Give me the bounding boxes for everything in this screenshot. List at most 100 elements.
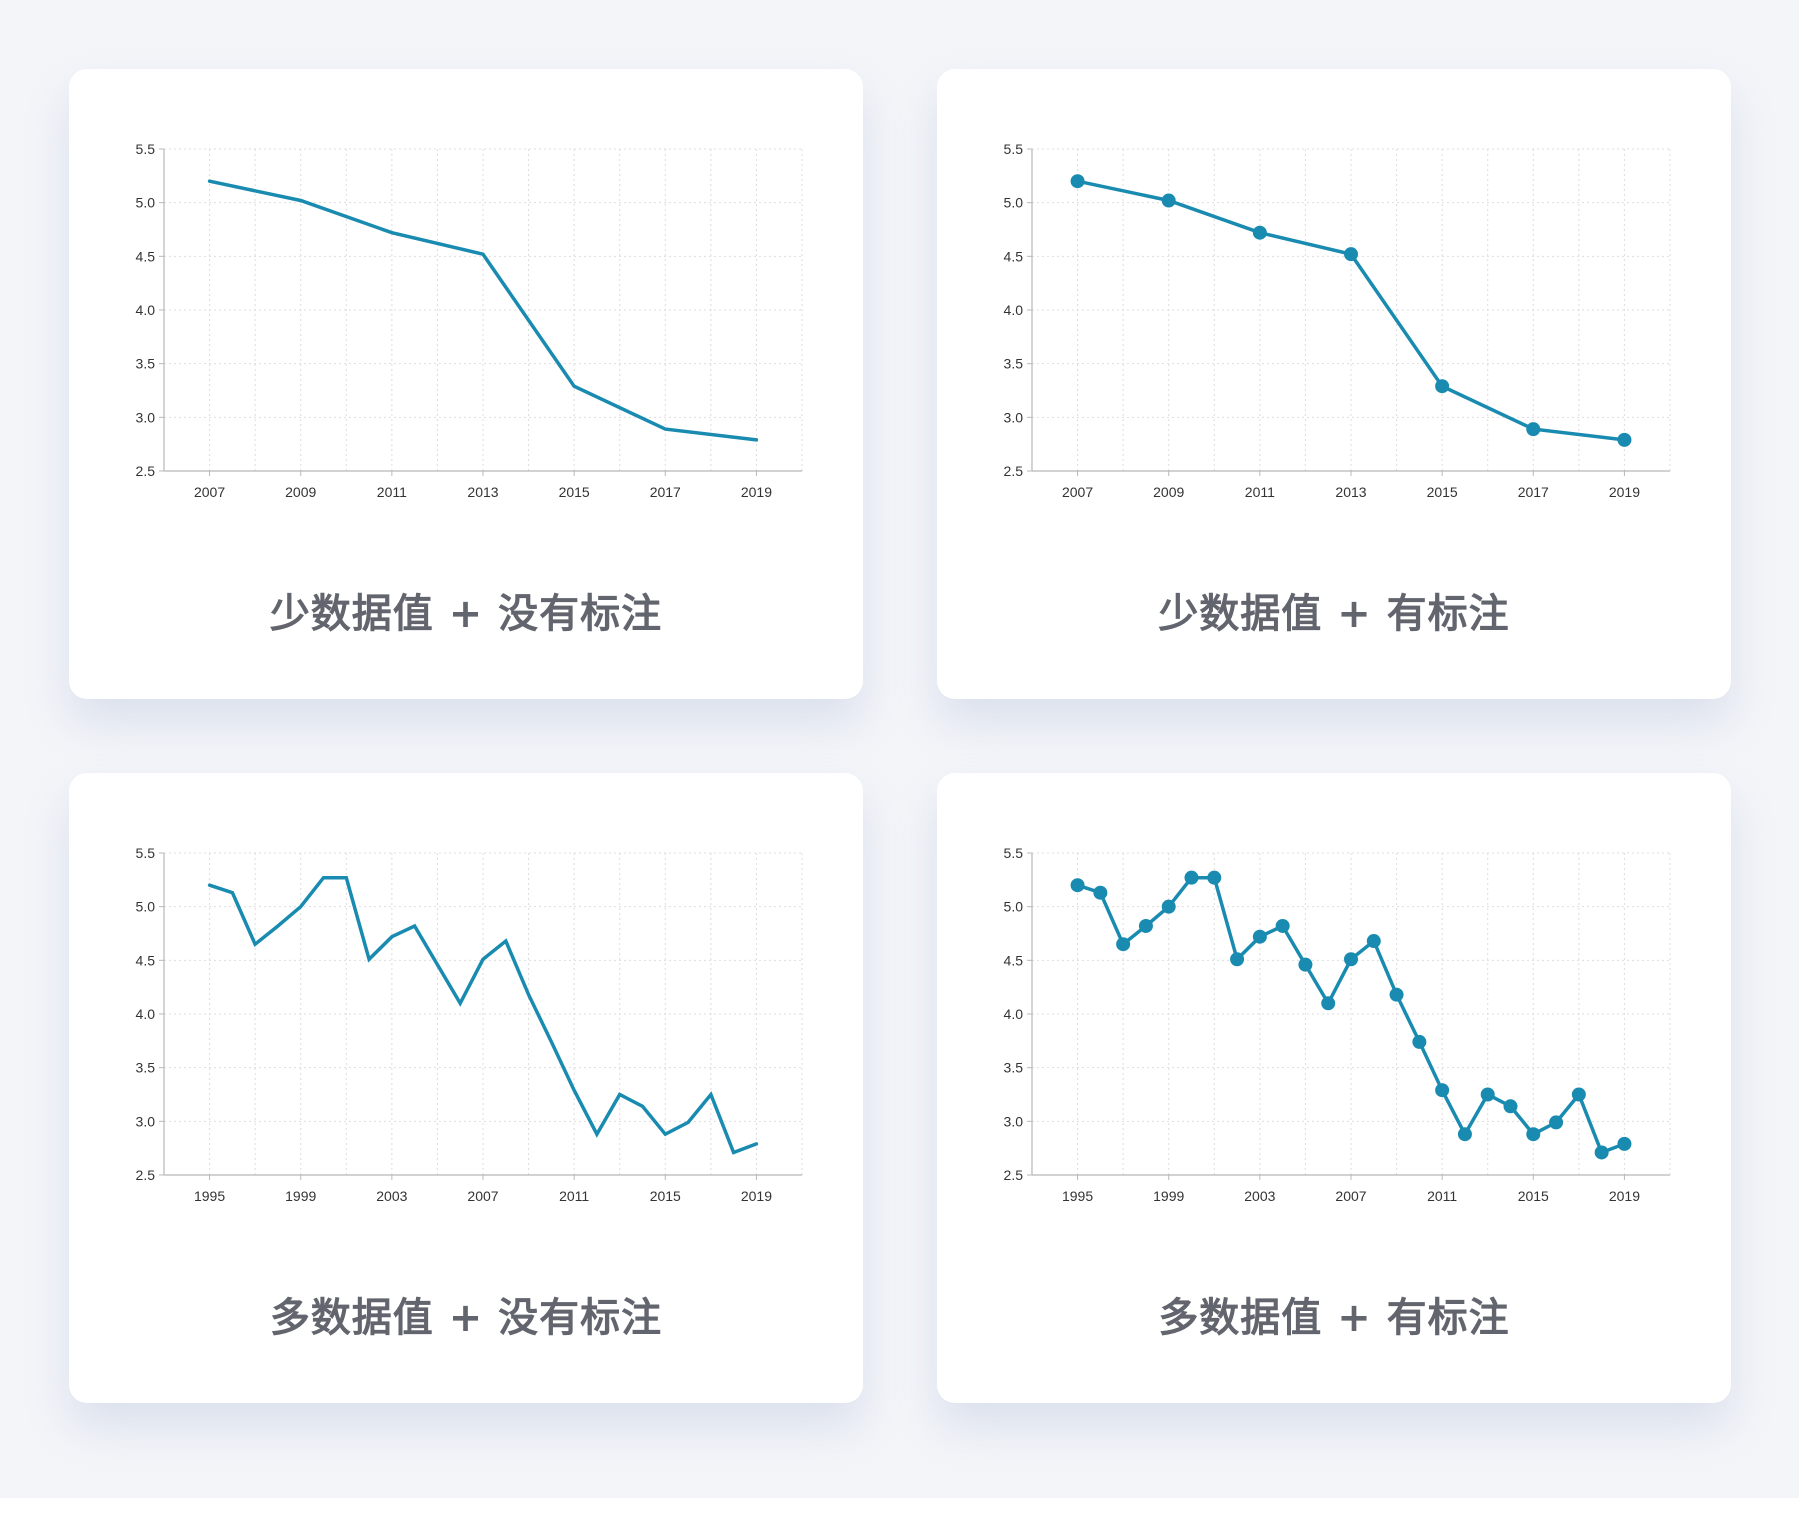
line-chart: 2.5 3.0 3.5 4.0 4.5 5.0 5.5 1995 1999 2003 2007 201… (136, 845, 803, 1204)
y-tick-label: 4.0 (1004, 302, 1024, 318)
y-tick-label: 2.5 (136, 1167, 156, 1183)
data-point-marker (1617, 432, 1632, 447)
y-tick-label: 3.0 (136, 409, 156, 425)
x-tick-label: 2011 (1245, 484, 1275, 500)
x-tick-label: 2015 (559, 484, 590, 500)
card-title: 多数据值 + 没有标注 (269, 1295, 663, 1341)
data-point-marker (1070, 174, 1085, 189)
data-point-marker (1549, 1115, 1564, 1130)
x-tick-label: 2017 (1518, 484, 1549, 500)
card-title: 少数据值 + 没有标注 (269, 591, 663, 637)
y-tick-label: 5.5 (1004, 845, 1024, 861)
y-tick-label: 5.0 (1004, 195, 1024, 211)
data-point-marker (1457, 1127, 1472, 1142)
data-point-marker (1344, 247, 1358, 262)
card-title: 多数据值 + 有标注 (1158, 1295, 1510, 1341)
y-tick-label: 3.0 (136, 1113, 156, 1129)
y-tick-label: 5.0 (136, 195, 156, 211)
x-tick-label: 2011 (377, 484, 407, 500)
chart-card-many-values-with-markers: 2.5 3.0 3.5 4.0 4.5 5.0 5.5 1995 1999 2003 2007 201… (937, 773, 1731, 1403)
x-tick-label: 1999 (285, 1188, 316, 1204)
x-tick-label: 2011 (1427, 1188, 1457, 1204)
y-tick-label: 5.5 (136, 141, 156, 157)
y-tick-label: 3.5 (136, 1060, 156, 1076)
data-point-marker (1571, 1087, 1586, 1102)
x-tick-label: 2019 (1609, 484, 1640, 500)
data-point-marker (1526, 422, 1541, 437)
y-tick-label: 3.5 (1004, 356, 1024, 372)
x-tick-label: 2013 (1335, 484, 1366, 500)
data-point-marker (1161, 193, 1176, 208)
x-tick-label: 1995 (194, 1188, 225, 1204)
y-tick-label: 3.0 (1004, 1113, 1024, 1129)
data-point-marker (1184, 870, 1199, 885)
x-tick-label: 2015 (1518, 1188, 1549, 1204)
x-tick-label: 2009 (285, 484, 316, 500)
x-tick-label: 2019 (741, 1188, 772, 1204)
y-tick-label: 3.0 (1004, 409, 1024, 425)
y-tick-label: 5.5 (136, 845, 156, 861)
y-tick-label: 3.5 (1004, 1060, 1024, 1076)
y-tick-label: 5.5 (1004, 141, 1024, 157)
data-point-marker (1138, 918, 1153, 933)
data-point-marker (1070, 878, 1085, 893)
x-tick-label: 2009 (1153, 484, 1184, 500)
x-tick-label: 1999 (1153, 1188, 1184, 1204)
x-tick-label: 1995 (1062, 1188, 1093, 1204)
y-tick-label: 4.5 (136, 248, 156, 264)
x-tick-label: 2007 (467, 1188, 498, 1204)
x-tick-label: 2013 (467, 484, 498, 500)
data-point-marker (1116, 937, 1131, 952)
data-point-marker (1321, 996, 1336, 1011)
data-point-marker (1389, 987, 1404, 1002)
card-title: 少数据值 + 有标注 (1158, 591, 1510, 637)
data-point-marker (1435, 1083, 1450, 1098)
x-tick-label: 2003 (376, 1188, 407, 1204)
data-point-marker (1093, 885, 1108, 900)
data-point-marker (1275, 918, 1290, 933)
line-chart: 2.5 3.0 3.5 4.0 4.5 5.0 5.5 2007 2009 2011 2013 201… (1004, 141, 1671, 500)
data-point-marker (1366, 934, 1381, 949)
y-tick-label: 4.0 (136, 302, 156, 318)
x-tick-label: 2017 (650, 484, 681, 500)
x-tick-label: 2007 (194, 484, 225, 500)
data-point-marker (1298, 957, 1313, 972)
data-point-marker (1503, 1099, 1518, 1114)
data-point-marker (1617, 1136, 1632, 1151)
data-point-marker (1344, 952, 1358, 967)
y-tick-label: 2.5 (1004, 1167, 1024, 1183)
x-tick-label: 2015 (650, 1188, 681, 1204)
y-tick-label: 5.0 (136, 899, 156, 915)
series-line (207, 875, 759, 1155)
data-point-marker (1161, 899, 1176, 914)
y-tick-label: 4.0 (1004, 1006, 1024, 1022)
y-tick-label: 3.5 (136, 356, 156, 372)
data-point-marker (1526, 1127, 1541, 1142)
chart-card-few-values-no-markers: 2.5 3.0 3.5 4.0 4.5 5.0 5.5 2007 2009 2011 2013 201… (69, 69, 863, 699)
chart-card-few-values-with-markers: 2.5 3.0 3.5 4.0 4.5 5.0 5.5 2007 2009 2011 2013 201… (937, 69, 1731, 699)
data-point-marker (1594, 1145, 1609, 1160)
y-tick-label: 4.5 (1004, 248, 1024, 264)
y-tick-label: 4.0 (136, 1006, 156, 1022)
data-point-marker (1252, 929, 1267, 944)
y-tick-label: 5.0 (1004, 899, 1024, 915)
x-tick-label: 2011 (559, 1188, 589, 1204)
data-point-marker (1252, 225, 1267, 240)
x-tick-label: 2007 (1335, 1188, 1366, 1204)
y-tick-label: 2.5 (136, 463, 156, 479)
data-point-marker (1412, 1034, 1427, 1049)
y-tick-label: 4.5 (136, 952, 156, 968)
data-point-marker (1480, 1087, 1495, 1102)
y-tick-label: 2.5 (1004, 463, 1024, 479)
series-line (207, 179, 759, 442)
data-point-marker (1207, 870, 1222, 885)
x-tick-label: 2019 (1609, 1188, 1640, 1204)
chart-card-many-values-no-markers: 2.5 3.0 3.5 4.0 4.5 5.0 5.5 1995 1999 2003 2007 201… (69, 773, 863, 1403)
line-chart: 2.5 3.0 3.5 4.0 4.5 5.0 5.5 2007 2009 2011 2013 201… (136, 141, 803, 500)
x-tick-label: 2003 (1244, 1188, 1275, 1204)
x-tick-label: 2007 (1062, 484, 1093, 500)
x-tick-label: 2019 (741, 484, 772, 500)
y-tick-label: 4.5 (1004, 952, 1024, 968)
data-point-marker (1435, 379, 1450, 394)
